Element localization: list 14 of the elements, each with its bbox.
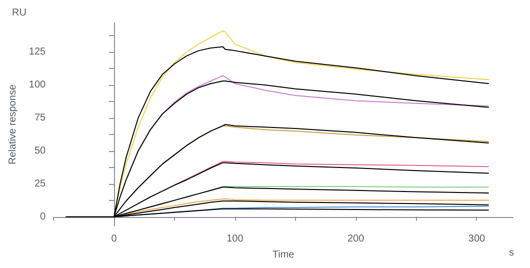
y-tick-label: 0 [40, 211, 46, 222]
text: s [509, 248, 514, 258]
y-tick-label: 25 [34, 178, 46, 190]
x-tick-label: 100 [226, 234, 244, 244]
x-tick-label: 200 [347, 234, 365, 244]
x-tick-label: 0 [111, 234, 118, 244]
x-axis-title: Time [272, 250, 295, 260]
y-tick-label: 50 [34, 145, 46, 156]
text: RU [12, 8, 26, 18]
y-tick-label: 100 [28, 79, 46, 90]
y-tick-label: 125 [28, 46, 46, 58]
x-tick-label: 300 [468, 234, 486, 244]
y-tick-label: 75 [34, 112, 46, 124]
y-axis-title: Relative response [8, 84, 18, 165]
